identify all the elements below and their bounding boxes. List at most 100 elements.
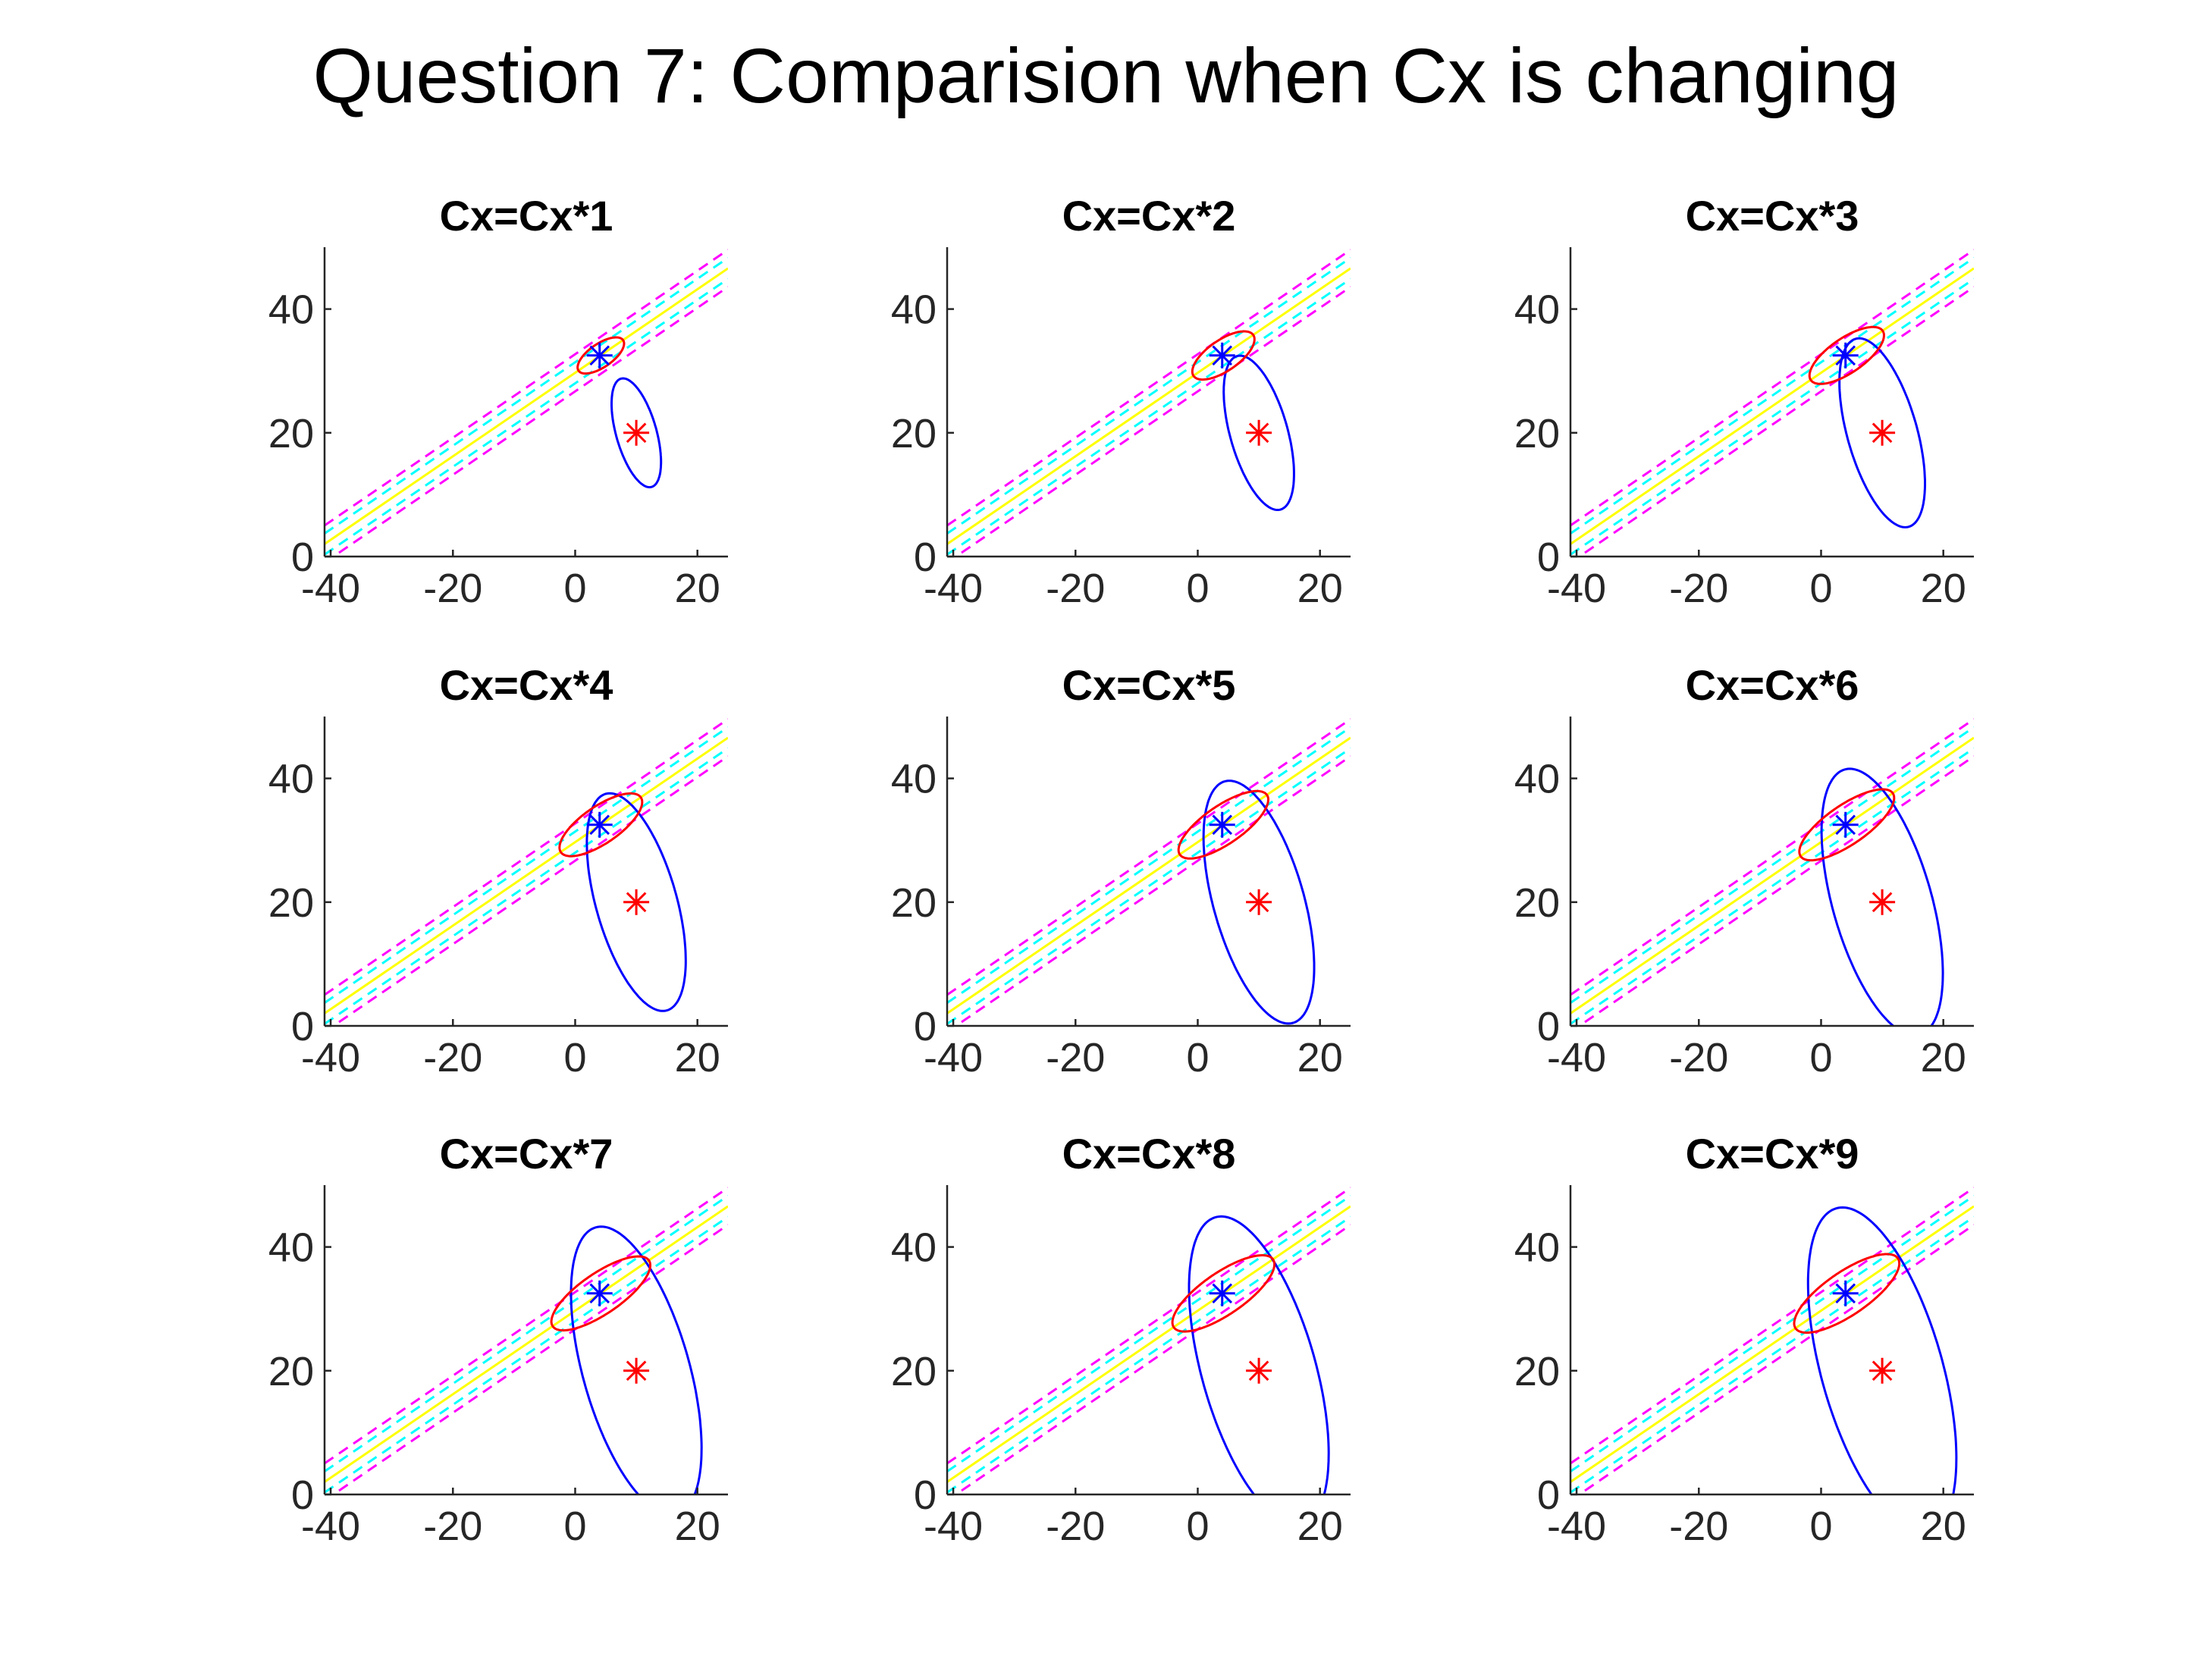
blue-ellipse <box>1806 1206 1958 1494</box>
x-tick-label: -40 <box>1547 566 1606 611</box>
y-tick-label: 20 <box>268 411 314 456</box>
magenta-dashed-line-2 <box>331 286 728 557</box>
yellow-solid-line <box>1570 736 1974 1015</box>
subplot-1: -40 -20 0 20 0 20 40 Cx=Cx*1 <box>268 192 728 611</box>
y-tick-label: 0 <box>291 1472 314 1518</box>
subplot-title: Cx=Cx*7 <box>440 1130 613 1178</box>
x-tick-label: -20 <box>1046 566 1105 611</box>
cyan-dashed-line-1 <box>1570 256 1974 535</box>
red-ellipse <box>1191 330 1256 381</box>
y-tick-label: 0 <box>291 1004 314 1049</box>
x-tick-label: -40 <box>924 1504 983 1549</box>
subplot-4: -40 -20 0 20 0 20 40 Cx=Cx*4 <box>268 661 728 1080</box>
x-tick-label: 0 <box>1186 1035 1209 1080</box>
y-tick-label: 20 <box>1514 880 1560 926</box>
red-ellipse <box>550 1255 651 1332</box>
figure-title: Question 7: Comparision when Cx is chang… <box>312 33 1900 119</box>
x-tick-label: -40 <box>924 1035 983 1080</box>
y-tick-label: 0 <box>1537 1472 1560 1518</box>
subplot-title: Cx=Cx*4 <box>440 661 613 709</box>
cyan-dashed-line-2 <box>947 278 1351 556</box>
y-tick-label: 40 <box>891 1225 937 1271</box>
cyan-dashed-line-2 <box>947 747 1351 1025</box>
subplot-title: Cx=Cx*1 <box>440 192 613 240</box>
blue-ellipse <box>585 792 687 1012</box>
red-ellipse <box>558 792 644 858</box>
blue-star-marker <box>586 342 613 368</box>
x-tick-label: 0 <box>563 1035 586 1080</box>
x-tick-label: 0 <box>1186 1504 1209 1549</box>
y-tick-label: 20 <box>891 880 937 926</box>
cyan-dashed-line-1 <box>325 1194 728 1472</box>
x-tick-label: 20 <box>675 1504 720 1549</box>
magenta-dashed-line-1 <box>1570 718 1974 996</box>
plot-area <box>1570 249 1974 557</box>
magenta-dashed-line-1 <box>325 1187 728 1465</box>
blue-ellipse <box>1188 1215 1330 1494</box>
magenta-dashed-line-2 <box>331 1224 728 1494</box>
y-tick-label: 0 <box>914 535 937 580</box>
y-tick-label: 0 <box>914 1004 937 1049</box>
magenta-dashed-line-1 <box>947 1187 1351 1465</box>
plot-area <box>947 1187 1351 1494</box>
red-star-marker <box>1246 419 1272 446</box>
cyan-dashed-line-2 <box>325 278 728 556</box>
y-tick-label: 20 <box>891 411 937 456</box>
magenta-dashed-line-2 <box>953 286 1351 557</box>
x-tick-label: -40 <box>1547 1035 1606 1080</box>
magenta-dashed-line-1 <box>325 718 728 996</box>
blue-star-marker <box>1209 811 1235 838</box>
cyan-dashed-line-1 <box>325 726 728 1004</box>
cyan-dashed-line-2 <box>1570 278 1974 556</box>
blue-ellipse <box>1820 767 1944 1026</box>
red-ellipse <box>1798 788 1896 862</box>
yellow-solid-line <box>325 1205 728 1483</box>
red-star-marker <box>1246 1357 1272 1384</box>
red-star-marker <box>1869 889 1896 915</box>
x-tick-label: -20 <box>1669 1035 1728 1080</box>
plot-area <box>947 718 1351 1026</box>
y-tick-label: 40 <box>268 287 314 333</box>
x-tick-label: -20 <box>423 566 482 611</box>
x-tick-label: -20 <box>423 1504 482 1549</box>
blue-star-marker <box>1832 811 1859 838</box>
subplot-title: Cx=Cx*9 <box>1686 1130 1859 1178</box>
magenta-dashed-line-2 <box>331 755 728 1026</box>
red-star-marker <box>623 889 650 915</box>
x-tick-label: 20 <box>1921 566 1966 611</box>
blue-star-marker <box>586 811 613 838</box>
magenta-dashed-line-1 <box>947 718 1351 996</box>
magenta-dashed-line-1 <box>1570 1187 1974 1465</box>
red-star-marker <box>623 1357 650 1384</box>
y-tick-label: 0 <box>291 535 314 580</box>
blue-ellipse <box>569 1225 703 1494</box>
subplot-8: -40 -20 0 20 0 20 40 Cx=Cx*8 <box>891 1130 1351 1549</box>
red-star-marker <box>1246 889 1272 915</box>
red-ellipse <box>1171 1254 1276 1333</box>
subplot-7: -40 -20 0 20 0 20 40 Cx=Cx*7 <box>268 1130 728 1549</box>
blue-ellipse <box>1838 337 1926 528</box>
subplot-title: Cx=Cx*6 <box>1686 661 1859 709</box>
blue-star-marker <box>1832 1280 1859 1306</box>
red-star-marker <box>623 419 650 446</box>
yellow-solid-line <box>1570 267 1974 545</box>
x-tick-label: -40 <box>301 1504 360 1549</box>
plot-area <box>325 718 728 1026</box>
x-tick-label: 20 <box>1921 1504 1966 1549</box>
y-tick-label: 40 <box>268 757 314 802</box>
magenta-dashed-line-2 <box>1577 1224 1974 1494</box>
x-tick-label: 0 <box>1809 566 1832 611</box>
plot-area <box>1570 1187 1974 1494</box>
x-tick-label: 20 <box>675 566 720 611</box>
cyan-dashed-line-1 <box>325 256 728 535</box>
x-tick-label: 0 <box>1809 1035 1832 1080</box>
cyan-dashed-line-1 <box>947 256 1351 535</box>
x-tick-label: -40 <box>301 566 360 611</box>
x-tick-label: 0 <box>1186 566 1209 611</box>
cyan-dashed-line-2 <box>1570 747 1974 1025</box>
subplot-title: Cx=Cx*8 <box>1062 1130 1236 1178</box>
red-ellipse <box>1793 1253 1901 1334</box>
yellow-solid-line <box>947 736 1351 1015</box>
plot-area <box>947 249 1351 557</box>
blue-star-marker <box>1209 342 1235 368</box>
